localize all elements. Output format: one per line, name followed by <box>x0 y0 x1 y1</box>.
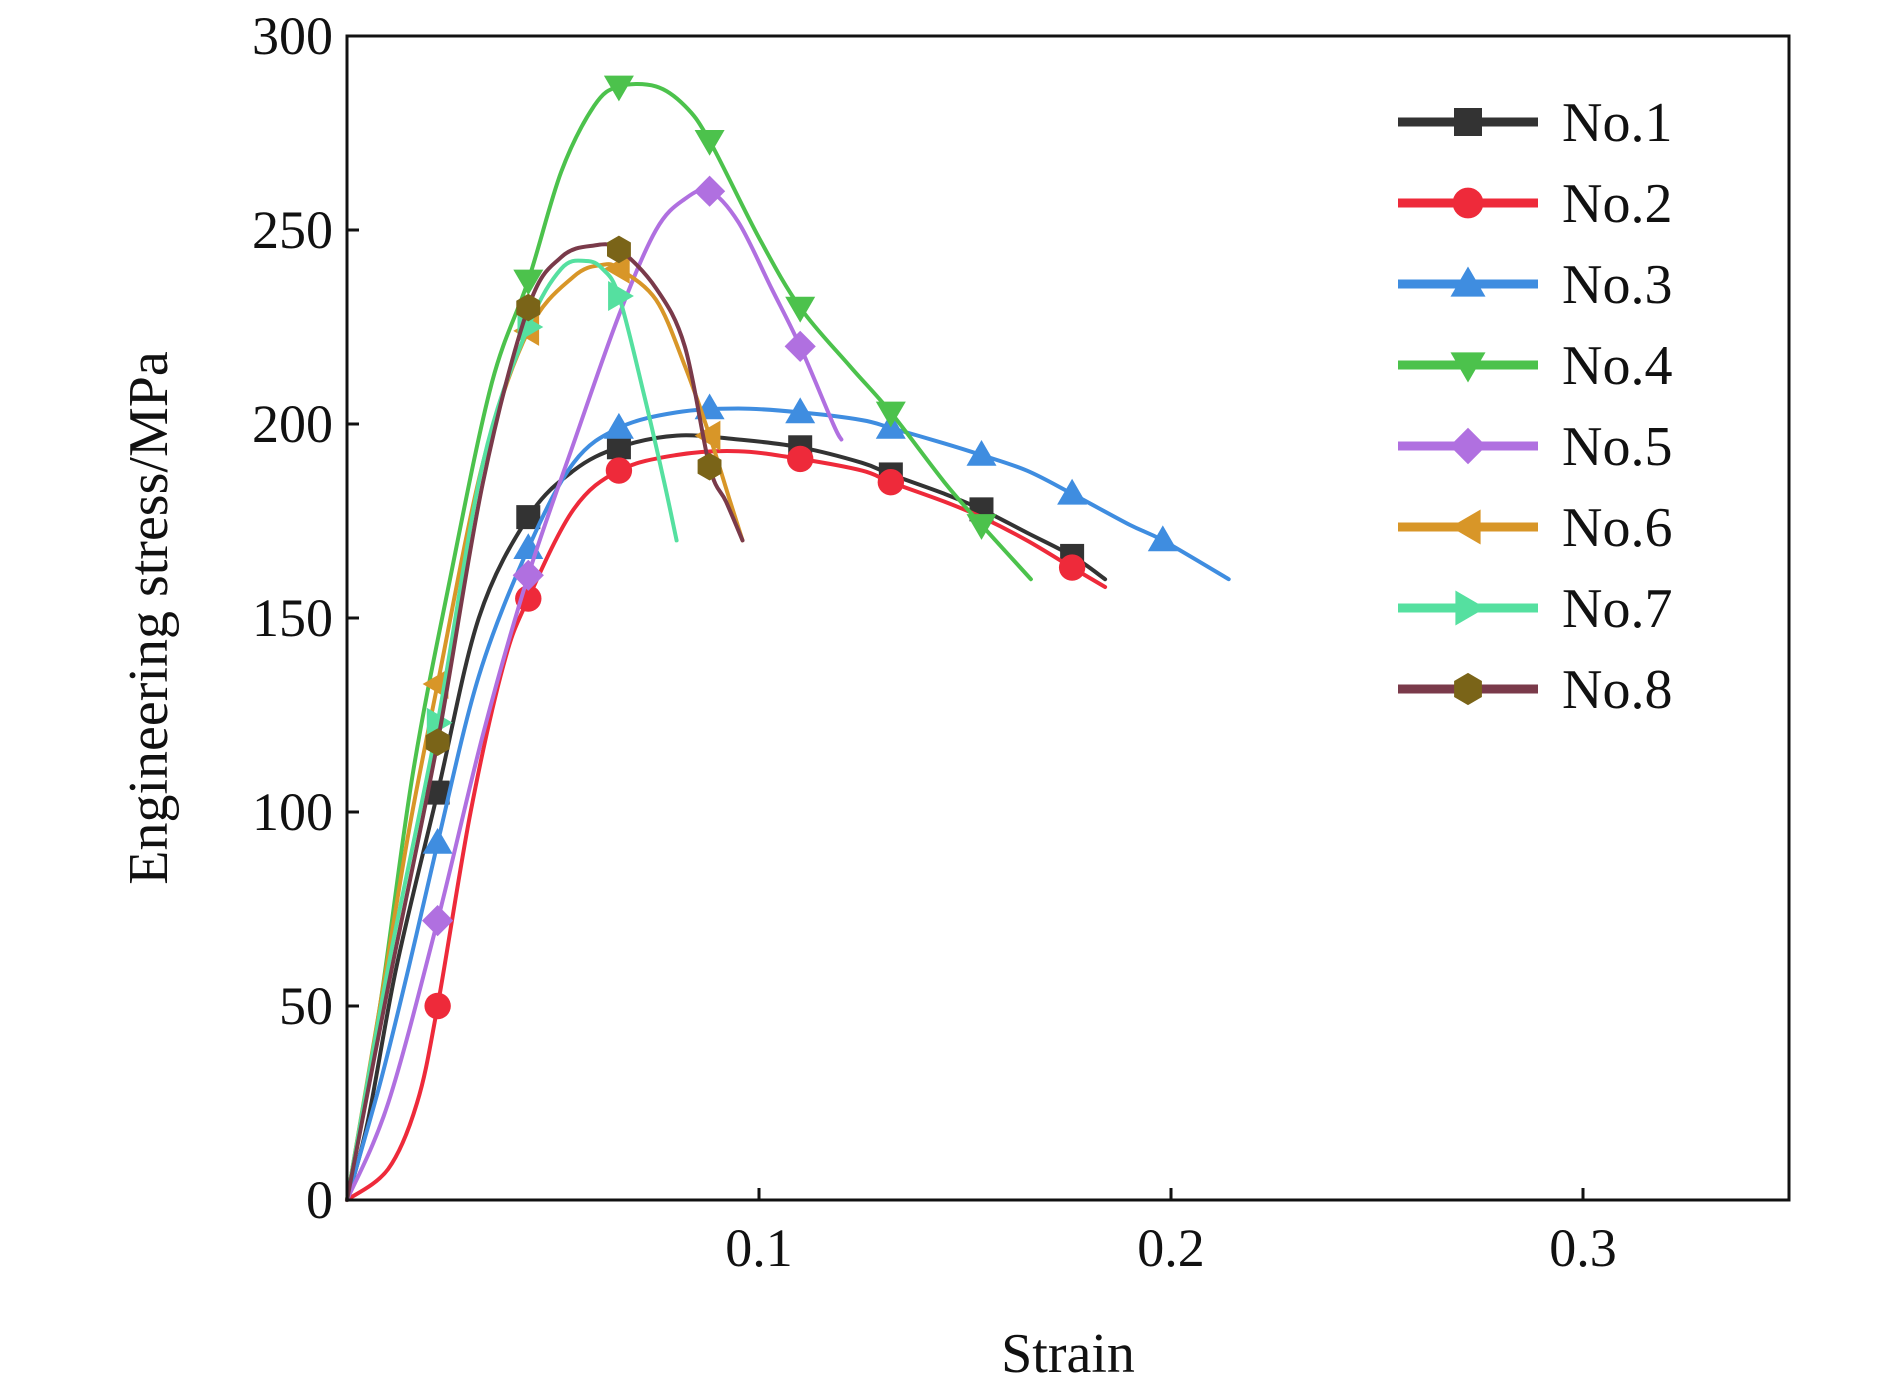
legend-item-no-2: No.2 <box>1398 173 1672 235</box>
x-tick-label: 0.1 <box>725 1218 793 1278</box>
data-point-no-4 <box>513 269 544 296</box>
series-layer <box>345 75 1231 1202</box>
legend-item-no-5: No.5 <box>1398 416 1672 478</box>
data-point-no-1 <box>606 435 631 460</box>
data-point-no-8 <box>607 235 631 264</box>
data-point-no-3 <box>1147 525 1178 552</box>
data-point-no-3 <box>422 828 453 854</box>
legend-label: No.3 <box>1562 254 1672 316</box>
y-tick-label: 150 <box>252 588 333 648</box>
data-point-no-2 <box>787 445 814 473</box>
series-no-6 <box>345 253 745 1202</box>
series-no-7 <box>345 258 679 1202</box>
data-point-no-4 <box>966 514 997 540</box>
series-line-no-7 <box>345 258 679 1202</box>
legend-item-no-7: No.7 <box>1398 578 1672 640</box>
legend-item-no-8: No.8 <box>1398 659 1672 721</box>
legend-label: No.7 <box>1562 578 1672 640</box>
legend-marker-no-7 <box>1455 590 1486 626</box>
data-point-no-2 <box>605 457 633 484</box>
legend-marker-no-5 <box>1449 427 1487 465</box>
legend-item-no-6: No.6 <box>1398 497 1672 559</box>
series-no-5 <box>345 175 844 1202</box>
y-tick-label: 200 <box>252 394 333 454</box>
legend-marker-no-3 <box>1450 266 1486 297</box>
series-line-no-8 <box>345 242 745 1202</box>
series-line-no-5 <box>345 187 844 1202</box>
legend-marker-no-4 <box>1450 352 1486 383</box>
x-axis-title: Strain <box>1001 1323 1135 1378</box>
legend-label: No.4 <box>1562 335 1672 397</box>
data-point-no-2 <box>1058 554 1086 581</box>
x-tick-label: 0.2 <box>1137 1218 1205 1278</box>
data-point-no-1 <box>516 505 541 530</box>
x-tick-label: 0.3 <box>1549 1218 1617 1278</box>
y-tick-label: 300 <box>252 6 333 66</box>
series-line-no-6 <box>345 262 745 1202</box>
series-line-no-3 <box>345 406 1231 1202</box>
data-point-no-5 <box>694 175 726 207</box>
series-no-4 <box>345 75 1033 1202</box>
series-line-no-4 <box>345 82 1033 1202</box>
data-point-no-3 <box>966 440 997 466</box>
legend-label: No.5 <box>1562 416 1672 478</box>
ticks-layer: 0 50 100 150 200 250 300 0.1 0.2 0.3 <box>252 6 1617 1278</box>
legend: No.1 No.2 No.3 No.4 No.5 No.6 No.7 No.8 <box>1398 92 1672 721</box>
y-axis-title: Engineering stress/MPa <box>118 351 180 885</box>
y-tick-label: 250 <box>252 200 333 260</box>
legend-marker-no-1 <box>1454 108 1482 136</box>
data-point-no-4 <box>694 130 725 156</box>
legend-marker-no-8 <box>1454 672 1482 706</box>
data-point-no-8 <box>425 728 450 756</box>
data-point-no-5 <box>784 330 816 362</box>
legend-label: No.8 <box>1562 659 1672 721</box>
data-point-no-8 <box>516 293 541 322</box>
data-point-no-6 <box>694 420 721 451</box>
series-no-8 <box>345 235 745 1202</box>
legend-marker-no-6 <box>1450 509 1481 545</box>
legend-marker-no-2 <box>1452 187 1484 219</box>
y-tick-label: 100 <box>252 782 333 842</box>
legend-label: No.2 <box>1562 173 1672 235</box>
data-point-no-4 <box>875 401 906 428</box>
data-point-no-8 <box>697 452 722 481</box>
legend-item-no-3: No.3 <box>1398 254 1672 316</box>
data-point-no-6 <box>603 253 630 284</box>
legend-label: No.1 <box>1562 92 1672 154</box>
data-point-no-2 <box>424 992 451 1020</box>
series-no-3 <box>345 393 1231 1202</box>
data-point-no-3 <box>603 412 634 439</box>
data-point-no-4 <box>785 296 816 323</box>
y-tick-label: 50 <box>279 976 333 1036</box>
legend-item-no-4: No.4 <box>1398 335 1672 397</box>
data-point-no-4 <box>603 75 634 102</box>
data-point-no-5 <box>422 905 454 937</box>
data-point-no-5 <box>512 559 544 591</box>
data-point-no-3 <box>785 397 816 424</box>
data-point-no-3 <box>1057 478 1088 505</box>
data-point-no-2 <box>877 469 905 496</box>
legend-item-no-1: No.1 <box>1398 92 1672 154</box>
legend-label: No.6 <box>1562 497 1672 559</box>
y-tick-label: 0 <box>306 1170 333 1230</box>
data-point-no-7 <box>608 281 634 311</box>
